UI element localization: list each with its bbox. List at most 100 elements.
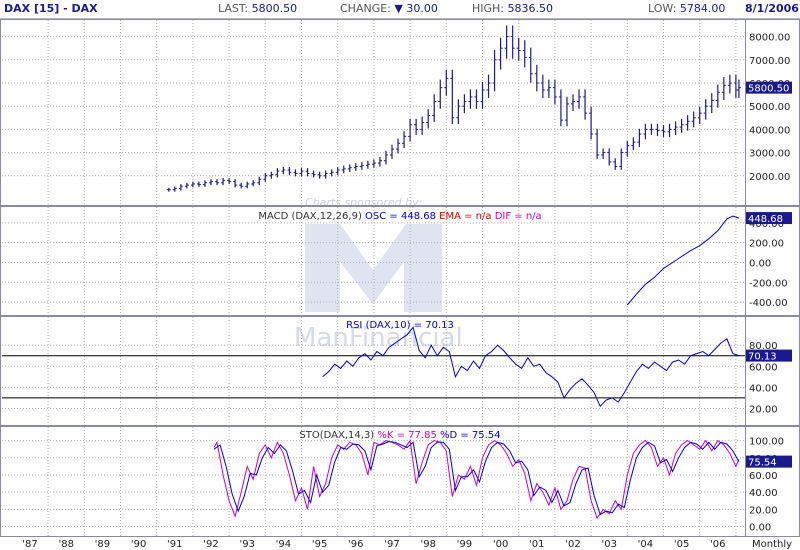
last-price: LAST: 5800.50 [218, 2, 298, 15]
ohlc-bar [396, 138, 401, 154]
ohlc-bar [589, 106, 594, 140]
ohlc-bar [595, 128, 600, 159]
x-tick-label: '94 [276, 539, 291, 550]
ohlc-bar [353, 163, 358, 171]
ohlc-bar [619, 148, 624, 170]
x-tick-label: '01 [529, 539, 544, 550]
ohlc-bar [432, 94, 437, 122]
ohlc-bar [245, 181, 250, 189]
ohlc-bar [444, 69, 449, 96]
last-value-label: 448.68 [748, 214, 783, 225]
ohlc-bar [625, 141, 630, 157]
x-tick-label: '88 [58, 539, 73, 550]
ohlc-bar [613, 158, 618, 170]
last-value-label: 70.13 [748, 352, 777, 363]
watermark-m-logo [305, 224, 442, 312]
y-tick-label: 7000.00 [749, 56, 790, 67]
ohlc-bar [215, 179, 220, 186]
x-tick-label: '05 [674, 539, 689, 550]
x-tick-label: '95 [312, 539, 327, 550]
legend-entry: MACD (DAX,12,26,9) [258, 211, 362, 222]
x-tick-label: '06 [710, 539, 725, 550]
ohlc-bar [552, 79, 557, 105]
y-tick-label: 20.00 [749, 404, 778, 415]
last-value-box [746, 81, 792, 94]
series-line-osc [626, 215, 740, 306]
y-tick-label: 4000.00 [749, 125, 790, 136]
ohlc-bar [583, 89, 588, 120]
ohlc-bar [721, 77, 726, 101]
y-tick-label: 100.00 [749, 437, 784, 448]
ohlc-bar [311, 170, 316, 178]
y-tick-label: 20.00 [749, 505, 778, 516]
ohlc-bar [329, 169, 334, 177]
last-value-label: 75.54 [748, 458, 777, 469]
panel-0: 8000.007000.006000.005000.004000.003000.… [0, 19, 800, 206]
ohlc-bar [323, 170, 328, 179]
ohlc-bar [172, 186, 177, 192]
legend-entry: OSC = 448.68 [362, 211, 436, 222]
ohlc-bar [546, 79, 551, 98]
y-tick-label: 3000.00 [749, 149, 790, 160]
ohlc-bar [462, 94, 467, 114]
x-tick-label: '97 [384, 539, 399, 550]
ohlc-bar [209, 179, 213, 186]
ohlc-bar [335, 166, 340, 176]
y-tick-label: 5000.00 [749, 102, 790, 113]
ohlc-bar [480, 82, 485, 109]
ohlc-bar [577, 89, 582, 109]
ohlc-bar [202, 180, 207, 187]
y-tick-label: 2000.00 [749, 172, 790, 183]
ohlc-bar [178, 184, 183, 191]
ohlc-bar [649, 123, 654, 135]
low-price: LOW: 5784.00 [648, 2, 726, 15]
panel-legend: STO(DAX,14,3) %K = 77.85 %D = 75.54 [299, 430, 500, 441]
x-tick-label: '02 [565, 539, 580, 550]
ohlc-bar [371, 159, 376, 168]
y-tick-label: -200.00 [749, 278, 788, 289]
change-indicator: CHANGE: ▼ 30.00 [340, 2, 438, 15]
legend-entry: %D = 75.54 [437, 430, 501, 441]
ohlc-bar [540, 74, 545, 98]
legend-entry: EMA = n/a [436, 211, 492, 222]
ohlc-bar [667, 123, 672, 138]
watermark-brand-text: ManFinancial [294, 323, 463, 353]
x-tick-label: '91 [167, 539, 182, 550]
x-tick-label: '87 [22, 539, 37, 550]
ohlc-bar [697, 106, 702, 125]
interval-label: Monthly [752, 539, 792, 550]
last-value-box [746, 455, 792, 468]
x-tick-label: '90 [131, 539, 146, 550]
symbol-title: DAX [15] - DAX [4, 2, 98, 15]
ohlc-bar [601, 148, 606, 159]
ohlc-bar [456, 99, 461, 125]
panel-3: 100.0080.0060.0040.0020.000.00STO(DAX,14… [0, 426, 800, 537]
ohlc-bar [184, 182, 189, 189]
ohlc-bar [564, 96, 569, 127]
ohlc-bar [450, 69, 455, 125]
ohlc-bar [269, 171, 274, 179]
ohlc-bar [347, 164, 352, 173]
y-tick-label: 200.00 [749, 239, 784, 250]
high-price: HIGH: 5836.50 [472, 2, 554, 15]
ohlc-bar [631, 137, 636, 151]
ohlc-bar [166, 187, 171, 192]
ohlc-bar [293, 169, 298, 177]
down-arrow-icon: ▼ [394, 2, 403, 15]
legend-entry: %K = 77.85 [374, 430, 437, 441]
ohlc-bar [196, 181, 201, 187]
ohlc-bar [365, 160, 370, 169]
y-tick-label: 400.00 [749, 219, 784, 230]
ohlc-bar [673, 121, 678, 135]
ohlc-bar [414, 118, 419, 135]
ohlc-bar [426, 109, 431, 129]
panel-1: 400.00 200.00 0.00 -200.00 -400.00 MACD (DAX,… [0, 206, 800, 316]
ohlc-bar [733, 74, 738, 98]
y-tick-label: 40.00 [749, 383, 778, 394]
ohlc-bar [571, 94, 575, 111]
ohlc-bar [607, 148, 612, 166]
ohlc-bar [637, 128, 642, 147]
ohlc-bar [299, 168, 304, 177]
last-value-box [746, 212, 792, 225]
